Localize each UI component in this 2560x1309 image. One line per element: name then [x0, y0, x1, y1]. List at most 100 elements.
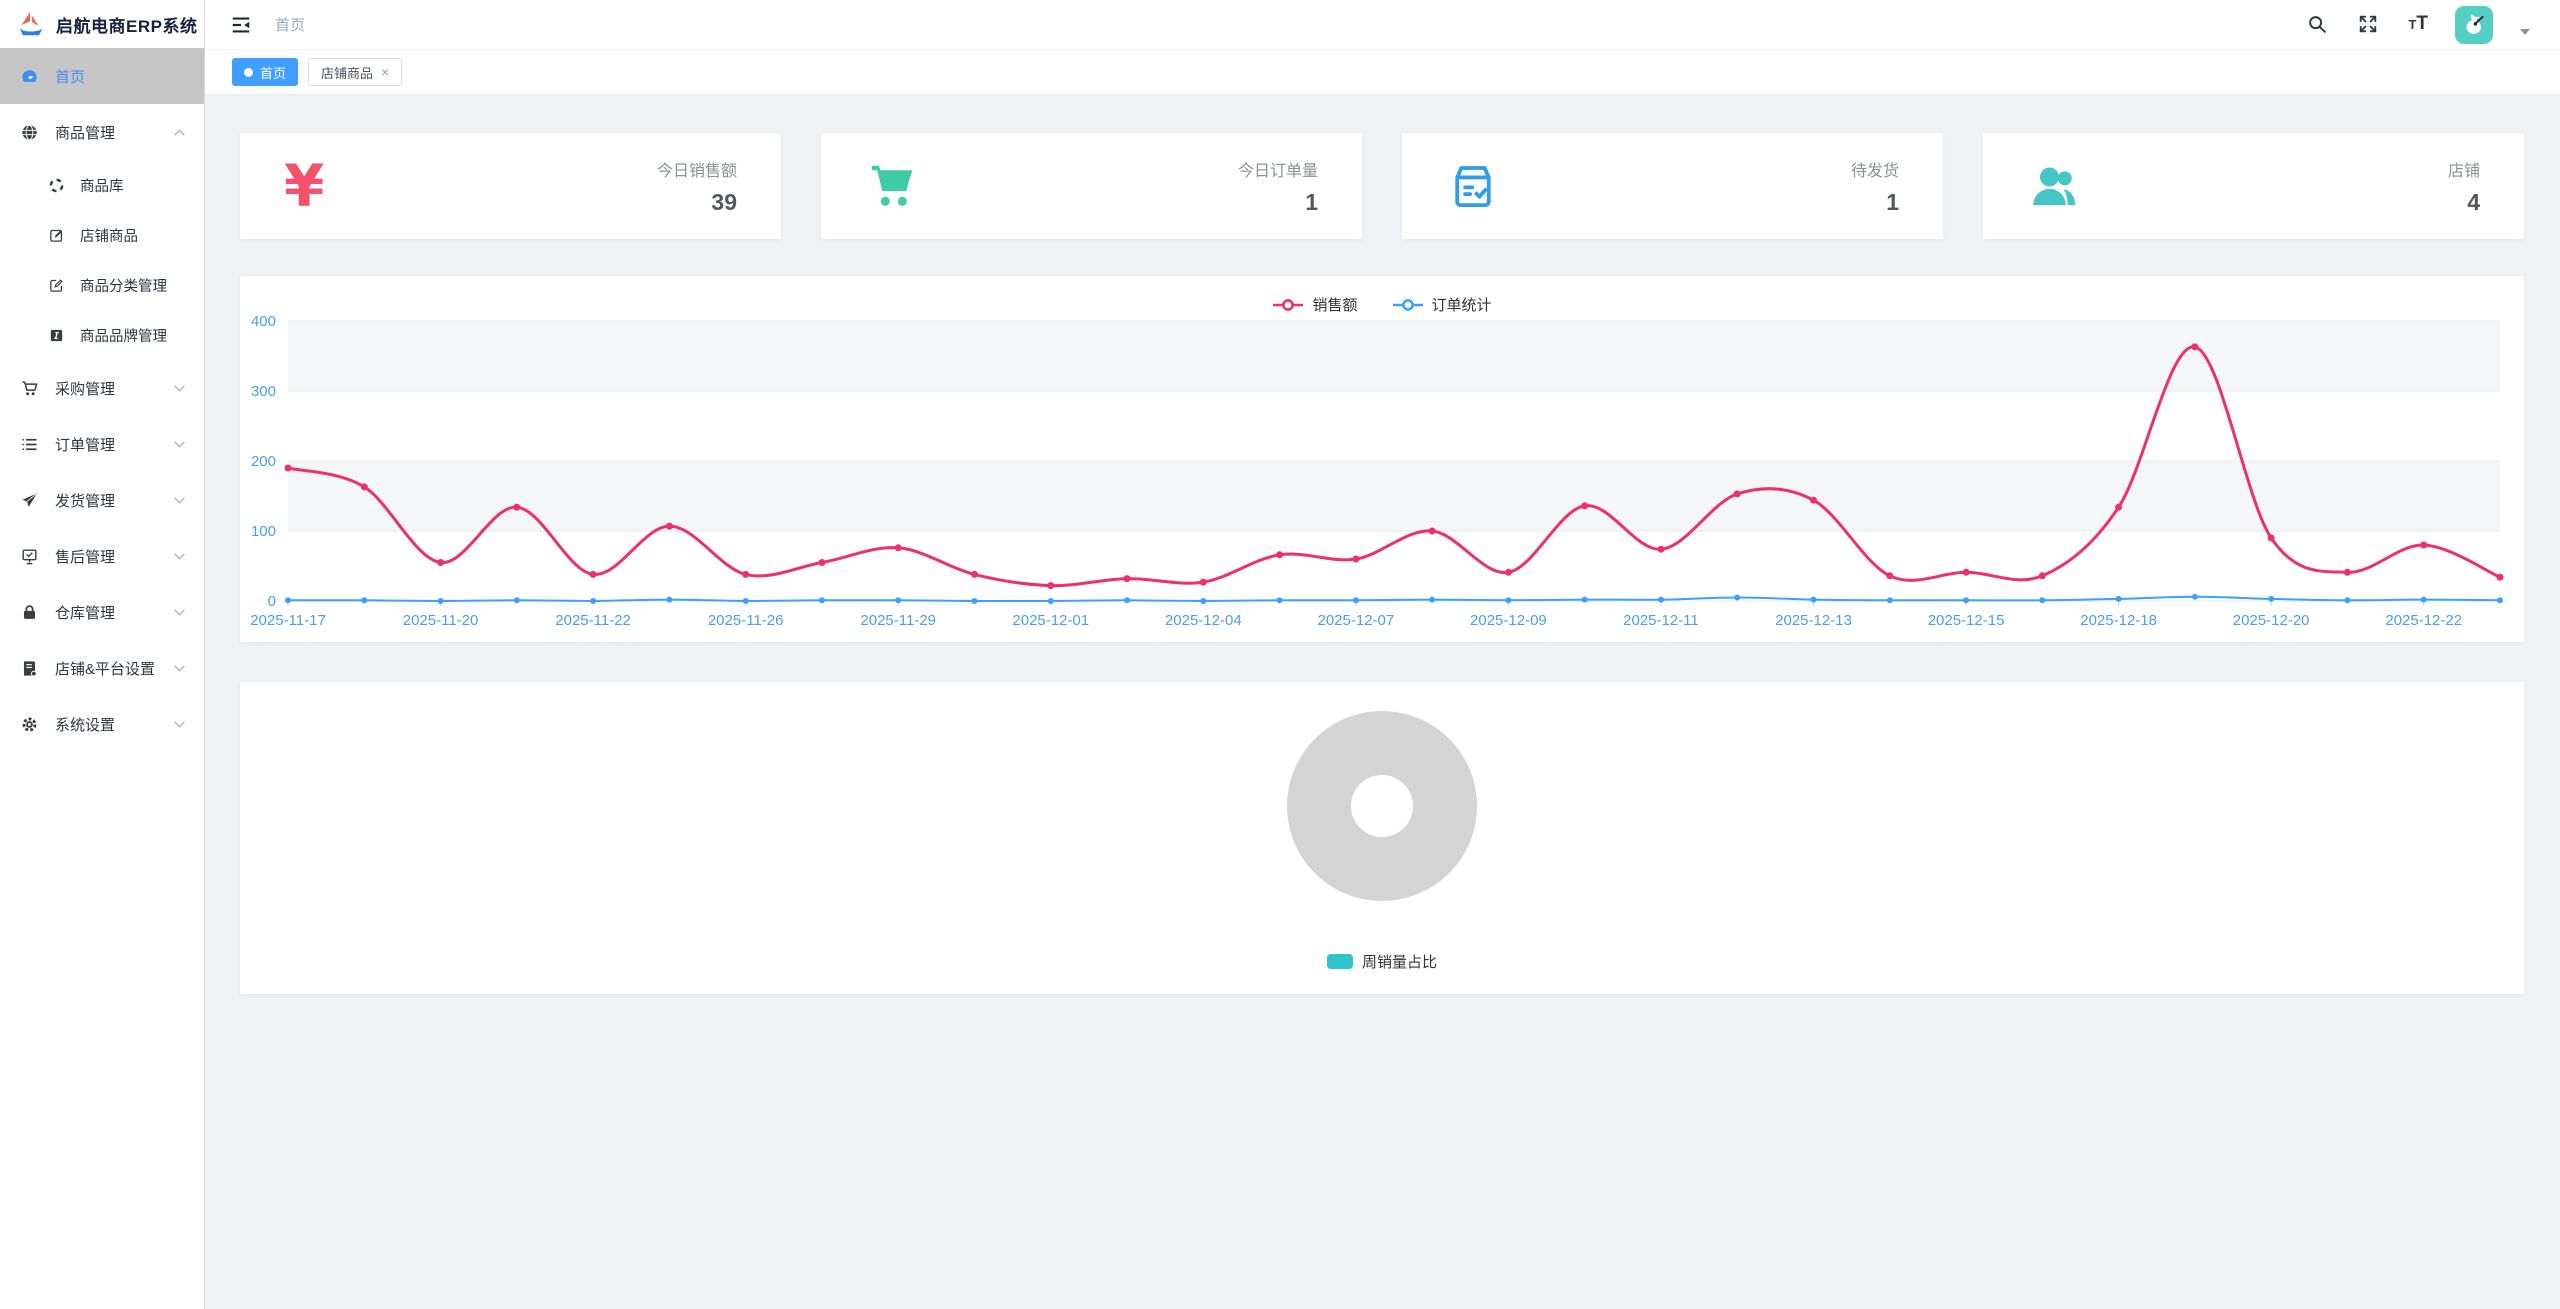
ledger-icon	[20, 659, 39, 678]
legend-label: 周销量占比	[1361, 954, 1437, 971]
stat-value: 1	[1305, 188, 1318, 215]
sidebar-item-warehouse[interactable]: 仓库管理	[0, 584, 204, 640]
chevron-down-icon	[173, 608, 186, 617]
list-icon	[20, 435, 39, 454]
stat-card-to-ship: 待发货 1	[1402, 133, 1943, 239]
legend-item-weekly-sales[interactable]: 周销量占比	[1326, 951, 1437, 972]
sidebar-subitem-goods-brand[interactable]: 商品品牌管理	[0, 310, 204, 360]
compass-icon	[48, 177, 65, 194]
font-size-icon[interactable]: TT	[2408, 13, 2428, 34]
tag-home[interactable]: 首页	[232, 58, 299, 86]
stat-label: 今日订单量	[1237, 162, 1318, 180]
svg-text:2025-11-20: 2025-11-20	[403, 612, 479, 629]
avatar-dropdown-caret-icon[interactable]	[2520, 28, 2530, 35]
stat-text: 今日销售额 39	[657, 157, 737, 216]
svg-text:2025-12-11: 2025-12-11	[1623, 612, 1699, 629]
app-title: 启航电商ERP系统	[56, 16, 198, 36]
sidebar-menu: 首页商品管理商品库店铺商品商品分类管理商品品牌管理采购管理订单管理发货管理售后管…	[0, 48, 204, 752]
stat-value: 39	[711, 188, 737, 215]
stat-card-today-orders: 今日订单量 1	[821, 133, 1362, 239]
lock-icon	[20, 603, 39, 622]
sidebar-item-aftersale[interactable]: 售后管理	[0, 528, 204, 584]
svg-text:2025-12-22: 2025-12-22	[2385, 612, 2462, 629]
fullscreen-icon[interactable]	[2357, 13, 2381, 37]
sidebar: 启航电商ERP系统 首页商品管理商品库店铺商品商品分类管理商品品牌管理采购管理订…	[0, 0, 205, 1309]
chevron-down-icon	[173, 552, 186, 561]
svg-text:2025-11-17: 2025-11-17	[250, 612, 326, 629]
chevron-down-icon	[173, 720, 186, 729]
chevron-down-icon	[173, 664, 186, 673]
sidebar-item-label: 系统设置	[55, 716, 116, 734]
main-area: 首页 TT	[205, 0, 2560, 1309]
line-chart-legend: 销售额 订单统计	[240, 294, 2524, 315]
topbar: 首页 TT	[205, 0, 2560, 50]
close-tag-icon[interactable]: ×	[381, 64, 390, 80]
stat-text: 今日订单量 1	[1238, 157, 1318, 216]
stat-cards-row: ¥ 今日销售额 39 今日订单量 1 待发货 1 店铺 4	[240, 133, 2524, 239]
stat-value: 4	[2467, 188, 2480, 215]
app-logo-icon	[19, 11, 43, 36]
svg-text:2025-12-13: 2025-12-13	[1775, 612, 1852, 629]
edit-square-icon	[48, 277, 65, 294]
avatar[interactable]	[2455, 5, 2493, 44]
legend-item-sales[interactable]: 销售额	[1272, 294, 1358, 315]
stat-card-shops: 店铺 4	[1983, 133, 2524, 239]
sidebar-item-label: 首页	[55, 68, 86, 86]
sidebar-item-shipping[interactable]: 发货管理	[0, 472, 204, 528]
stat-label: 待发货	[1850, 162, 1899, 180]
users-icon	[2027, 159, 2081, 213]
legend-label: 销售额	[1312, 297, 1358, 314]
svg-text:100: 100	[251, 523, 276, 540]
sidebar-item-purchase[interactable]: 采购管理	[0, 360, 204, 416]
weekly-sales-pie-card: 周销量占比	[240, 682, 2524, 994]
svg-text:2025-12-15: 2025-12-15	[1928, 612, 2005, 629]
tag-label: 首页	[260, 65, 287, 81]
package-check-icon	[1446, 159, 1500, 213]
sidebar-subitem-goods-category[interactable]: 商品分类管理	[0, 260, 204, 310]
yen-icon: ¥	[284, 152, 325, 220]
sidebar-item-orders[interactable]: 订单管理	[0, 416, 204, 472]
chevron-down-icon	[173, 440, 186, 449]
collapse-menu-icon[interactable]	[229, 14, 253, 36]
svg-text:2025-12-09: 2025-12-09	[1470, 612, 1547, 629]
sidebar-subitem-goods-repo[interactable]: 商品库	[0, 160, 204, 210]
stat-text: 待发货 1	[1851, 157, 1899, 216]
stat-label: 今日销售额	[656, 162, 737, 180]
edit-icon	[48, 227, 65, 244]
legend-swatch	[1326, 954, 1353, 969]
dashboard-icon	[20, 67, 39, 86]
svg-text:2025-12-04: 2025-12-04	[1165, 612, 1242, 629]
sidebar-item-label: 采购管理	[55, 380, 116, 398]
stat-text: 店铺 4	[2448, 157, 2480, 216]
legend-item-orders[interactable]: 订单统计	[1392, 294, 1492, 315]
chevron-up-icon	[173, 128, 186, 137]
sidebar-item-label: 商品管理	[55, 124, 116, 142]
breadcrumb[interactable]: 首页	[275, 17, 306, 34]
board-check-icon	[20, 547, 39, 566]
sidebar-item-goods[interactable]: 商品管理	[0, 104, 204, 160]
chevron-down-icon	[173, 384, 186, 393]
sidebar-item-label: 店铺&平台设置	[55, 660, 156, 678]
sidebar-item-home[interactable]: 首页	[0, 48, 204, 104]
sidebar-item-label: 售后管理	[55, 548, 116, 566]
stat-label: 店铺	[2447, 162, 2480, 180]
sidebar-item-label: 发货管理	[55, 492, 116, 510]
svg-text:2025-12-01: 2025-12-01	[1012, 612, 1089, 629]
tag-shop-goods[interactable]: 店铺商品 ×	[308, 58, 403, 86]
legend-label: 订单统计	[1431, 297, 1492, 314]
sidebar-item-label: 仓库管理	[55, 604, 116, 622]
tag-label: 店铺商品	[321, 65, 374, 81]
sidebar-subitem-label: 商品品牌管理	[80, 328, 167, 345]
sidebar-item-system[interactable]: 系统设置	[0, 696, 204, 752]
svg-text:2025-11-29: 2025-11-29	[860, 612, 936, 629]
sidebar-subitem-label: 店铺商品	[80, 228, 138, 245]
app-logo-row: 启航电商ERP系统	[0, 0, 204, 48]
sidebar-item-label: 订单管理	[55, 436, 116, 454]
sidebar-item-shop-platform[interactable]: 店铺&平台设置	[0, 640, 204, 696]
topbar-actions: TT	[2306, 5, 2530, 44]
cart-filled-icon	[865, 159, 919, 213]
search-icon[interactable]	[2306, 13, 2330, 37]
svg-text:2025-12-18: 2025-12-18	[2080, 612, 2157, 629]
sidebar-subitem-shop-goods[interactable]: 店铺商品	[0, 210, 204, 260]
